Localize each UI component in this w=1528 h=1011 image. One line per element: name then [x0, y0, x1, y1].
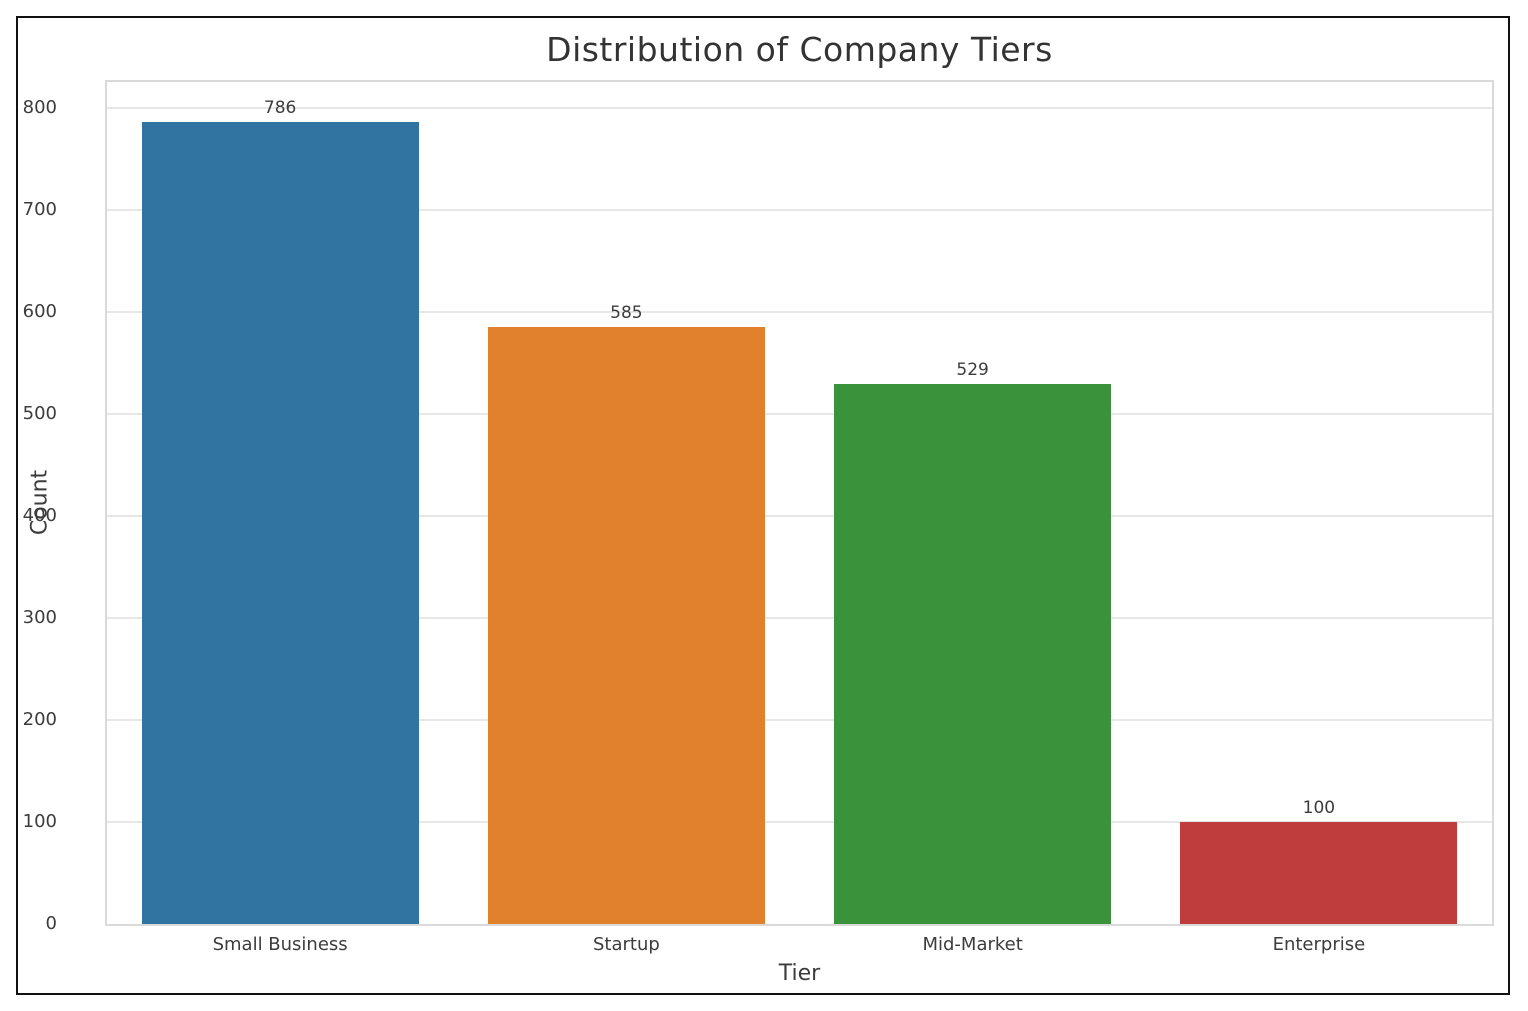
x-axis-label: Tier [778, 961, 821, 986]
y-tick-label-0: 0 [45, 913, 57, 934]
y-tick-label-600: 600 [22, 300, 57, 322]
y-tick-label-400: 400 [22, 504, 57, 526]
bar-startup [487, 326, 765, 924]
bar-value-label-small-business: 786 [263, 97, 297, 118]
bar-mid-market [834, 384, 1112, 924]
x-tick-label-startup: Startup [592, 934, 660, 955]
y-tick-label-700: 700 [22, 198, 57, 220]
y-tick-label-200: 200 [22, 708, 57, 730]
bar-enterprise [1180, 821, 1458, 924]
gridline-y-300 [107, 616, 1492, 619]
gridline-y-500 [107, 412, 1492, 415]
x-tick-label-mid-market: Mid-Market [922, 934, 1023, 955]
bar-small-business [141, 121, 419, 924]
y-tick-label-800: 800 [22, 96, 57, 118]
y-tick-label-500: 500 [22, 402, 57, 424]
x-tick-label-enterprise: Enterprise [1272, 934, 1366, 955]
bar-value-label-enterprise: 100 [1302, 797, 1336, 818]
y-tick-label-300: 300 [22, 606, 57, 628]
plot-area: 786 585 529 100 [105, 80, 1494, 926]
chart-title: Distribution of Company Tiers [546, 30, 1053, 69]
gridline-y-700 [107, 208, 1492, 211]
bar-value-label-startup: 585 [610, 302, 643, 323]
gridline-y-400 [107, 514, 1492, 517]
chart-frame: Distribution of Company Tiers 786 585 529 1… [16, 16, 1510, 995]
y-axis-label: Count [27, 469, 53, 536]
y-tick-label-100: 100 [22, 810, 57, 832]
x-tick-label-small-business: Small Business [212, 934, 348, 955]
gridline-y-200 [107, 718, 1492, 721]
bar-value-label-mid-market: 529 [956, 360, 989, 381]
gridline-y-600 [107, 310, 1492, 313]
gridline-y-100 [107, 820, 1492, 823]
gridline-y-800 [107, 106, 1492, 109]
